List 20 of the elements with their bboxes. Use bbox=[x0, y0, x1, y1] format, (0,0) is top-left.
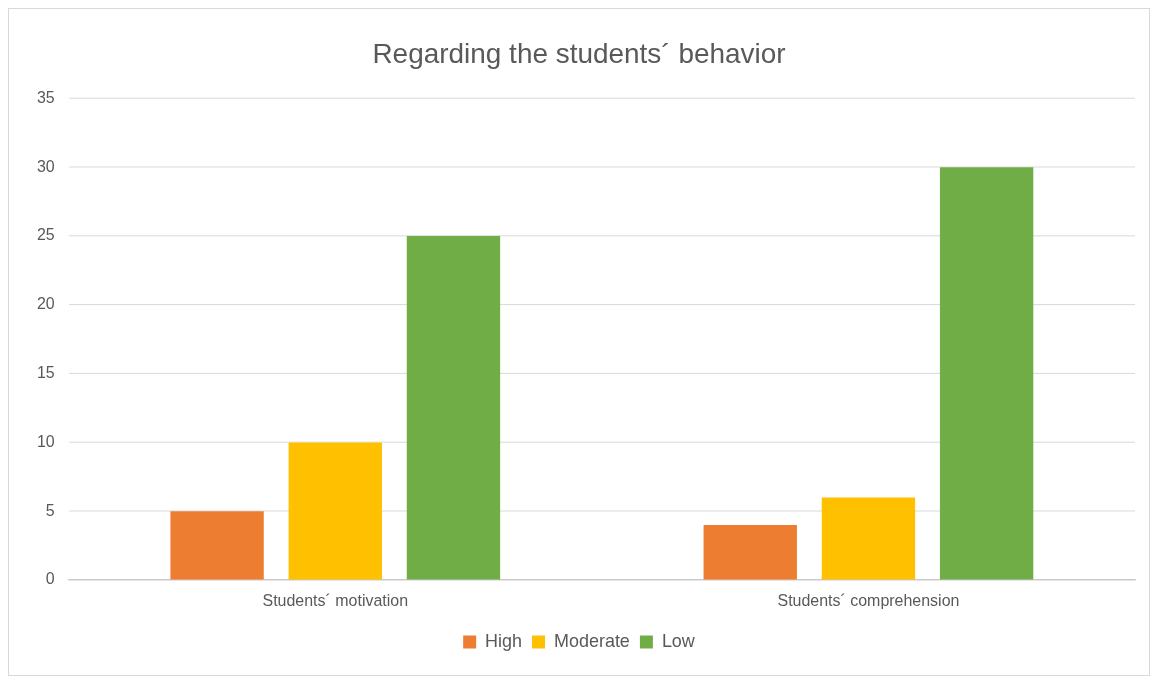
chart-title: Regarding the students´ behavior bbox=[372, 38, 786, 70]
legend-label: Moderate bbox=[554, 631, 630, 652]
y-tick-label: 20 bbox=[36, 295, 55, 313]
bar bbox=[821, 497, 916, 580]
y-tick-label: 5 bbox=[45, 501, 55, 519]
bar bbox=[939, 167, 1034, 580]
bar bbox=[170, 511, 264, 580]
bar bbox=[703, 525, 797, 580]
y-tick-label: 0 bbox=[45, 570, 55, 588]
y-tick-label: 35 bbox=[36, 88, 55, 106]
bar bbox=[288, 442, 382, 580]
legend-label: High bbox=[485, 631, 523, 652]
y-tick-label: 25 bbox=[36, 226, 55, 244]
legend-label: Low bbox=[661, 631, 695, 652]
x-tick-label: Students´ comprehension bbox=[777, 592, 960, 610]
x-tick-label: Students´ motivation bbox=[262, 592, 409, 610]
y-tick-label: 10 bbox=[36, 432, 55, 450]
y-tick-label: 30 bbox=[36, 157, 55, 175]
bar bbox=[406, 235, 501, 580]
y-tick-label: 15 bbox=[36, 364, 55, 382]
